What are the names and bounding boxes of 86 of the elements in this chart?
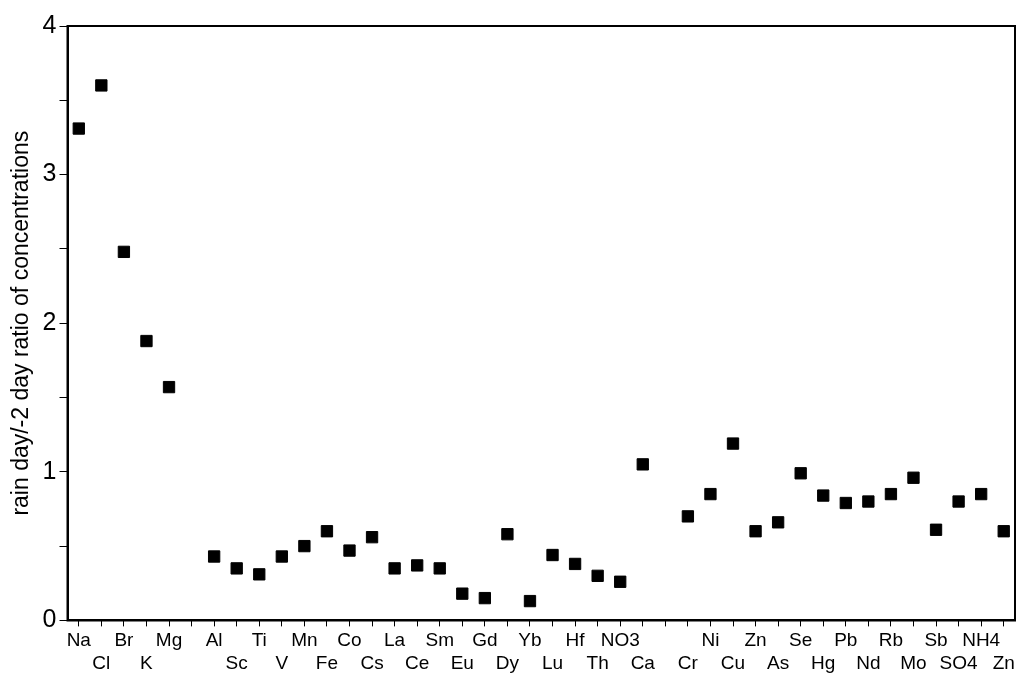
x-tick-label: Eu (450, 651, 474, 673)
point (726, 437, 740, 450)
point (95, 79, 108, 92)
y-tick-label: 2 (42, 307, 57, 336)
x-tick-label: Pb (834, 629, 858, 651)
point (140, 334, 153, 348)
x-tick-label: Zn (992, 651, 1015, 673)
x-tick-label: Sc (225, 651, 248, 673)
x-tick-label: NH4 (962, 629, 1001, 651)
point (433, 562, 446, 575)
x-tick-label: Co (337, 629, 362, 651)
point (681, 510, 695, 523)
x-tick-label: Cr (677, 651, 699, 673)
x-tick-label: Ce (405, 651, 430, 673)
point (975, 487, 988, 501)
point (839, 496, 852, 510)
point (365, 531, 379, 544)
point (162, 380, 176, 394)
x-tick-label: Mn (291, 629, 318, 651)
point (997, 525, 1010, 538)
point (636, 458, 649, 471)
point (253, 568, 266, 581)
x-tick-label: Lu (541, 651, 564, 673)
point (501, 528, 514, 541)
point (771, 516, 785, 529)
point (230, 562, 243, 575)
y-tick-label: 4 (42, 9, 57, 38)
x-tick-label: K (140, 651, 154, 673)
x-tick-label: Yb (518, 629, 542, 651)
x-tick-label: Dy (495, 651, 520, 673)
x-tick-label: Mg (155, 629, 183, 651)
point (275, 550, 288, 563)
x-tick-label: Se (789, 629, 813, 651)
x-tick-label: Al (205, 629, 223, 651)
point (952, 495, 965, 508)
x-tick-label: NO3 (600, 629, 640, 651)
x-tick-label: Hg (811, 651, 836, 673)
y-tick-label: 0 (42, 604, 57, 633)
point (884, 487, 898, 501)
y-tick-label: 3 (42, 158, 57, 187)
point (749, 525, 762, 538)
x-tick-label: Rb (878, 629, 904, 651)
x-tick-label: Ca (630, 651, 656, 673)
x-tick-label: Hf (565, 629, 586, 651)
point (704, 487, 717, 501)
point (907, 471, 920, 484)
x-tick-label: Br (114, 629, 135, 651)
x-tick-label: SO4 (939, 651, 979, 673)
x-tick-label: Cl (92, 651, 111, 673)
x-tick-label: Gd (472, 629, 498, 651)
point (72, 122, 85, 135)
point (456, 587, 469, 600)
x-tick-label: Zn (744, 629, 767, 651)
x-tick-label: Sb (924, 629, 948, 651)
point (411, 559, 424, 572)
x-tick-label: Th (586, 651, 609, 673)
point (929, 523, 943, 536)
point (320, 525, 334, 538)
point (478, 591, 492, 605)
x-tick-label: La (384, 629, 406, 651)
x-tick-label: Fe (315, 651, 339, 673)
y-axis-title: rain day/-2 day ratio of concentrations (7, 130, 34, 516)
x-tick-label: Na (66, 629, 92, 651)
point (614, 575, 627, 588)
point (568, 557, 582, 571)
x-tick-label: Ti (251, 629, 267, 651)
point (117, 245, 131, 259)
point (862, 495, 875, 508)
point (591, 569, 604, 582)
x-tick-label: Cu (720, 651, 746, 673)
x-tick-label: V (275, 651, 289, 673)
point (794, 467, 807, 480)
x-tick-label: Nd (856, 651, 881, 673)
point (546, 548, 559, 562)
point (388, 562, 401, 575)
x-tick-label: As (767, 651, 790, 673)
point (523, 594, 537, 608)
point (298, 539, 311, 553)
point (817, 489, 830, 502)
x-tick-label: Sm (425, 629, 454, 651)
point (207, 550, 221, 563)
x-tick-label: Cs (360, 651, 384, 673)
y-tick-label: 1 (42, 455, 57, 484)
point (343, 544, 356, 557)
x-tick-label: Mo (900, 651, 927, 673)
x-tick-label: Ni (701, 629, 720, 651)
